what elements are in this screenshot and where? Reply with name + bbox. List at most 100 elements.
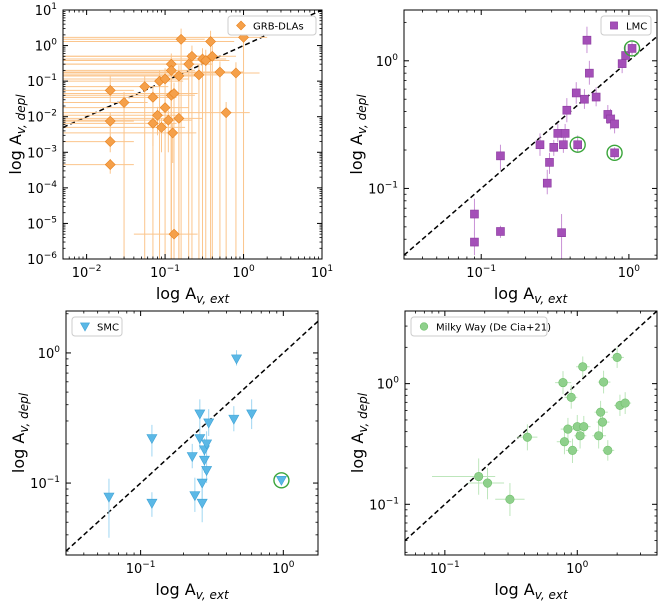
- data-point: [582, 35, 592, 45]
- x-axis-label: log Av, ext: [494, 284, 569, 306]
- x-tick-base: 10: [272, 562, 289, 577]
- y-axis-label: log Av, depl: [347, 94, 369, 175]
- data-point: [275, 476, 287, 486]
- highlight-ring: [606, 144, 623, 162]
- data-point: [159, 73, 171, 85]
- y-tick-label: 10−3: [27, 144, 57, 161]
- x-tick-label: 10−2: [72, 264, 102, 281]
- legend: SMC: [71, 316, 123, 337]
- y-tick-label: 100: [376, 53, 399, 70]
- y-tick-label: 10−5: [27, 215, 57, 232]
- data-point: [194, 434, 206, 445]
- data-point: [214, 66, 226, 78]
- data-point: [505, 494, 515, 504]
- y-axis-label-sub: v, depl: [14, 94, 28, 134]
- data-point: [562, 105, 572, 115]
- data-point: [228, 414, 240, 425]
- data-point: [596, 407, 606, 417]
- minor-ticks: [405, 311, 657, 555]
- x-tick-base: 10: [126, 562, 143, 577]
- data-point: [610, 148, 619, 158]
- data-point: [104, 136, 116, 148]
- data-point: [599, 377, 609, 387]
- data-point: [193, 69, 205, 81]
- y-tick-base: 10: [35, 4, 52, 19]
- y-tick-base: 10: [38, 347, 55, 362]
- x-tick-exponent: −1: [446, 560, 459, 570]
- data-point: [610, 119, 619, 129]
- legend-label: GRB-DLAs: [253, 22, 304, 33]
- minor-ticks: [404, 10, 657, 259]
- highlight-ring: [569, 136, 586, 153]
- y-tick-exponent: −3: [44, 144, 57, 154]
- x-tick-label: 10−1: [126, 560, 156, 577]
- plot-area: [405, 311, 657, 542]
- data-point: [545, 158, 554, 167]
- data-point: [104, 84, 116, 96]
- x-tick-label: 10−1: [150, 264, 180, 281]
- y-tick-base: 10: [27, 75, 44, 90]
- highlight-ring: [623, 40, 641, 57]
- x-tick-base: 10: [430, 562, 447, 577]
- y-tick-label: 100: [38, 345, 61, 362]
- legend: Milky Way (De Cia+21): [410, 316, 551, 337]
- y-axis-label-main: log A: [9, 433, 28, 473]
- y-tick-exponent: 1: [51, 2, 57, 12]
- y-tick-label: 101: [35, 2, 57, 19]
- y-tick-label: 10−1: [30, 475, 60, 492]
- x-tick-exponent: −1: [142, 560, 155, 570]
- legend-box: [71, 316, 123, 337]
- series-milky-way-de-cia-21-: [432, 347, 632, 516]
- x-axis-label-sub: v, ext: [196, 588, 230, 602]
- x-axis-label-sub: v, ext: [535, 588, 569, 602]
- legend-marker: [79, 322, 91, 332]
- x-tick-label: 10−1: [430, 560, 460, 577]
- data-point: [189, 491, 201, 502]
- x-tick-label: 100: [566, 560, 589, 577]
- data-point: [549, 143, 559, 152]
- y-tick-label: 10−2: [27, 109, 57, 126]
- data-point: [535, 140, 545, 150]
- x-axis-label: log Av, ext: [494, 580, 569, 602]
- data-point: [559, 140, 568, 150]
- data-point: [482, 478, 493, 488]
- data-point: [205, 36, 216, 47]
- highlight-ring: [273, 472, 290, 489]
- panel-grb-dlas: 10−2 10−1 100 10110−610−510−410−310−210−110…: [6, 2, 333, 306]
- y-tick-exponent: 0: [51, 38, 57, 48]
- data-point: [139, 81, 151, 93]
- x-axis-label-main: log A: [156, 284, 196, 303]
- axes-frame: [65, 310, 319, 556]
- data-point: [573, 140, 582, 150]
- data-point: [198, 455, 210, 466]
- x-tick-base: 10: [150, 266, 167, 281]
- axes-frame: [403, 9, 658, 260]
- legend-marker: [419, 322, 429, 331]
- data-point: [579, 422, 589, 432]
- x-axis-label-sub: v, ext: [196, 292, 230, 306]
- y-tick-exponent: −1: [47, 475, 60, 485]
- data-point: [567, 445, 578, 455]
- data-point: [186, 50, 198, 62]
- data-point: [559, 437, 569, 447]
- minor-ticks: [63, 10, 322, 259]
- x-tick-base: 10: [466, 266, 483, 281]
- x-tick-exponent: −1: [483, 264, 496, 274]
- y-tick-label: 10−6: [27, 251, 57, 268]
- legend-box: [410, 316, 548, 337]
- y-tick-base: 10: [376, 55, 393, 70]
- legend-label: Milky Way (De Cia+21): [436, 323, 551, 334]
- y-tick-exponent: −1: [386, 496, 399, 506]
- data-point: [557, 228, 566, 237]
- x-axis-label: log Av, ext: [156, 284, 231, 306]
- data-point: [220, 107, 232, 119]
- y-axis-label-main: log A: [347, 134, 366, 174]
- data-point: [146, 498, 158, 509]
- x-tick-label: 101: [311, 264, 333, 281]
- data-point: [103, 492, 115, 503]
- y-tick-exponent: −2: [44, 109, 57, 119]
- data-point: [603, 445, 613, 455]
- series-lmc: [470, 26, 641, 259]
- data-point: [594, 431, 604, 441]
